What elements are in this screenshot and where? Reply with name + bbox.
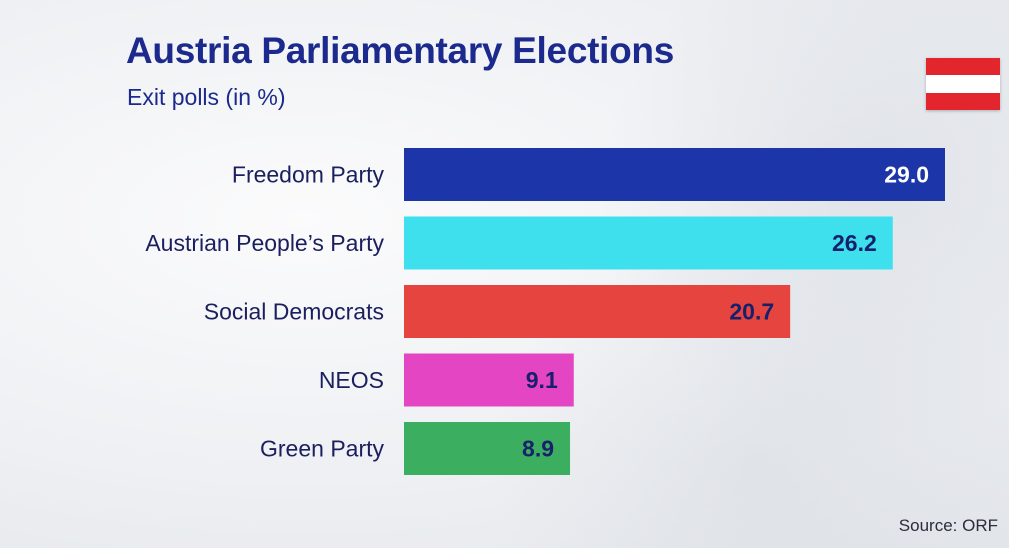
flag-stripe-bottom [926, 92, 1000, 110]
bar-2 [404, 285, 791, 338]
category-label-0: Freedom Party [232, 162, 385, 188]
category-label-3: NEOS [319, 367, 384, 393]
source-note: Source: ORF [898, 516, 998, 535]
flag-stripe-top [926, 58, 1000, 76]
value-label-2: 20.7 [729, 299, 774, 325]
value-label-1: 26.2 [832, 230, 877, 256]
category-label-4: Green Party [260, 436, 384, 462]
value-label-4: 8.9 [522, 436, 554, 462]
bar-3 [404, 353, 574, 407]
category-label-1: Austrian People’s Party [145, 230, 384, 256]
page-title: Austria Parliamentary Elections [126, 30, 674, 71]
value-label-0: 29.0 [884, 162, 929, 188]
value-label-3: 9.1 [526, 367, 558, 393]
category-label-2: Social Democrats [204, 299, 384, 325]
bar-4 [404, 422, 571, 475]
flag-stripe-middle [926, 75, 1000, 93]
page-subtitle: Exit polls (in %) [127, 84, 286, 110]
bar-0 [404, 148, 945, 201]
bar-1 [404, 216, 893, 270]
austria-flag-icon [926, 58, 1000, 110]
